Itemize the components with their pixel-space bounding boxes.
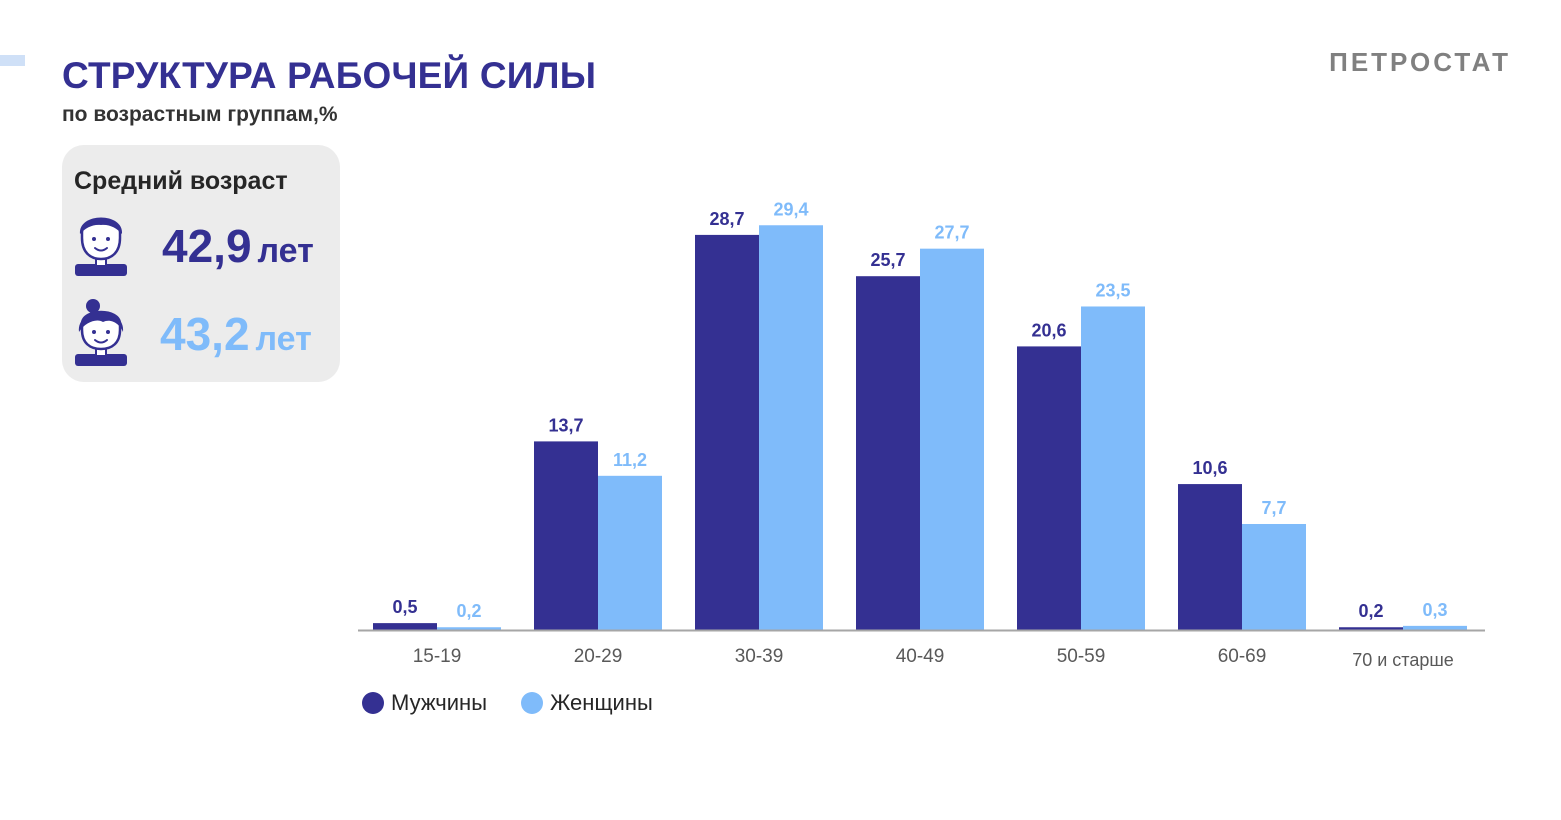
- male-average-age-value: 42,9: [162, 220, 252, 272]
- data-label-male-1: 0,5: [392, 597, 417, 617]
- x-tick-label: 50-59: [1057, 646, 1106, 667]
- x-tick-label: 70 и старше: [1352, 650, 1454, 670]
- data-label-female-6: 7,7: [1261, 498, 1286, 518]
- bar-female-6: [1242, 523, 1306, 630]
- data-label-female-4: 27,7: [934, 223, 969, 243]
- bar-male-6: [1178, 484, 1242, 630]
- x-tick-label: 15-19: [413, 646, 462, 667]
- data-label-female-7: 0,3: [1422, 600, 1447, 620]
- data-label-male-4: 25,7: [870, 250, 905, 270]
- legend-label-female: Женщины: [550, 690, 653, 715]
- bar-male-5: [1017, 346, 1081, 630]
- female-avatar-icon: [75, 299, 127, 366]
- bar-female-2: [598, 475, 662, 630]
- female-average-age-value: 43,2: [160, 308, 250, 360]
- data-label-male-7: 0,2: [1358, 601, 1383, 621]
- data-label-male-5: 20,6: [1031, 320, 1066, 340]
- legend-label-male: Мужчины: [391, 690, 488, 715]
- age-structure-bar-chart: 0,5 0,2 15-19 13,7 11,2 20-29 28,7 29,4 30-39 25,…: [358, 199, 1485, 670]
- female-average-age-unit: лет: [255, 320, 312, 358]
- legend-swatch-female: [521, 692, 544, 714]
- chart-legend: Мужчины Женщины: [362, 690, 687, 716]
- data-label-male-6: 10,6: [1192, 458, 1227, 478]
- bar-male-2: [534, 441, 598, 630]
- legend-swatch-male: [362, 692, 384, 714]
- bar-male-4: [856, 276, 920, 630]
- page-title: СТРУКТУРА РАБОЧЕЙ СИЛЫ: [62, 55, 597, 96]
- bar-female-3: [759, 225, 823, 630]
- average-age-card: Средний возраст 42,9 лет 43,2 лет: [62, 145, 340, 382]
- bar-female-1: [437, 627, 501, 630]
- bar-male-7: [1339, 627, 1403, 630]
- bar-female-7: [1403, 625, 1467, 630]
- legend-item-female: Женщины: [521, 690, 653, 716]
- x-tick-label: 30-39: [735, 646, 784, 667]
- data-label-female-1: 0,2: [456, 601, 481, 621]
- legend-item-male: Мужчины: [362, 690, 487, 716]
- bar-male-3: [695, 234, 759, 630]
- data-label-female-2: 11,2: [613, 450, 647, 470]
- x-tick-label: 60-69: [1218, 646, 1267, 667]
- brand-logo: ПЕТРОСТАТ: [1329, 47, 1511, 77]
- data-label-male-2: 13,7: [548, 415, 583, 435]
- average-age-title: Средний возраст: [74, 167, 288, 195]
- data-label-female-3: 29,4: [773, 199, 808, 219]
- bar-female-5: [1081, 306, 1145, 630]
- data-label-female-5: 23,5: [1095, 280, 1130, 300]
- x-tick-label: 40-49: [896, 646, 945, 667]
- bar-male-1: [373, 623, 437, 630]
- x-tick-label: 20-29: [574, 646, 623, 667]
- bar-female-4: [920, 248, 984, 630]
- data-label-male-3: 28,7: [709, 209, 744, 229]
- accent-bar: [0, 55, 25, 66]
- male-average-age: 42,9 лет: [162, 219, 314, 273]
- male-avatar-icon: [75, 217, 127, 276]
- page-subtitle: по возрастным группам,%: [62, 103, 338, 126]
- female-average-age: 43,2 лет: [160, 307, 312, 361]
- male-average-age-unit: лет: [257, 232, 314, 270]
